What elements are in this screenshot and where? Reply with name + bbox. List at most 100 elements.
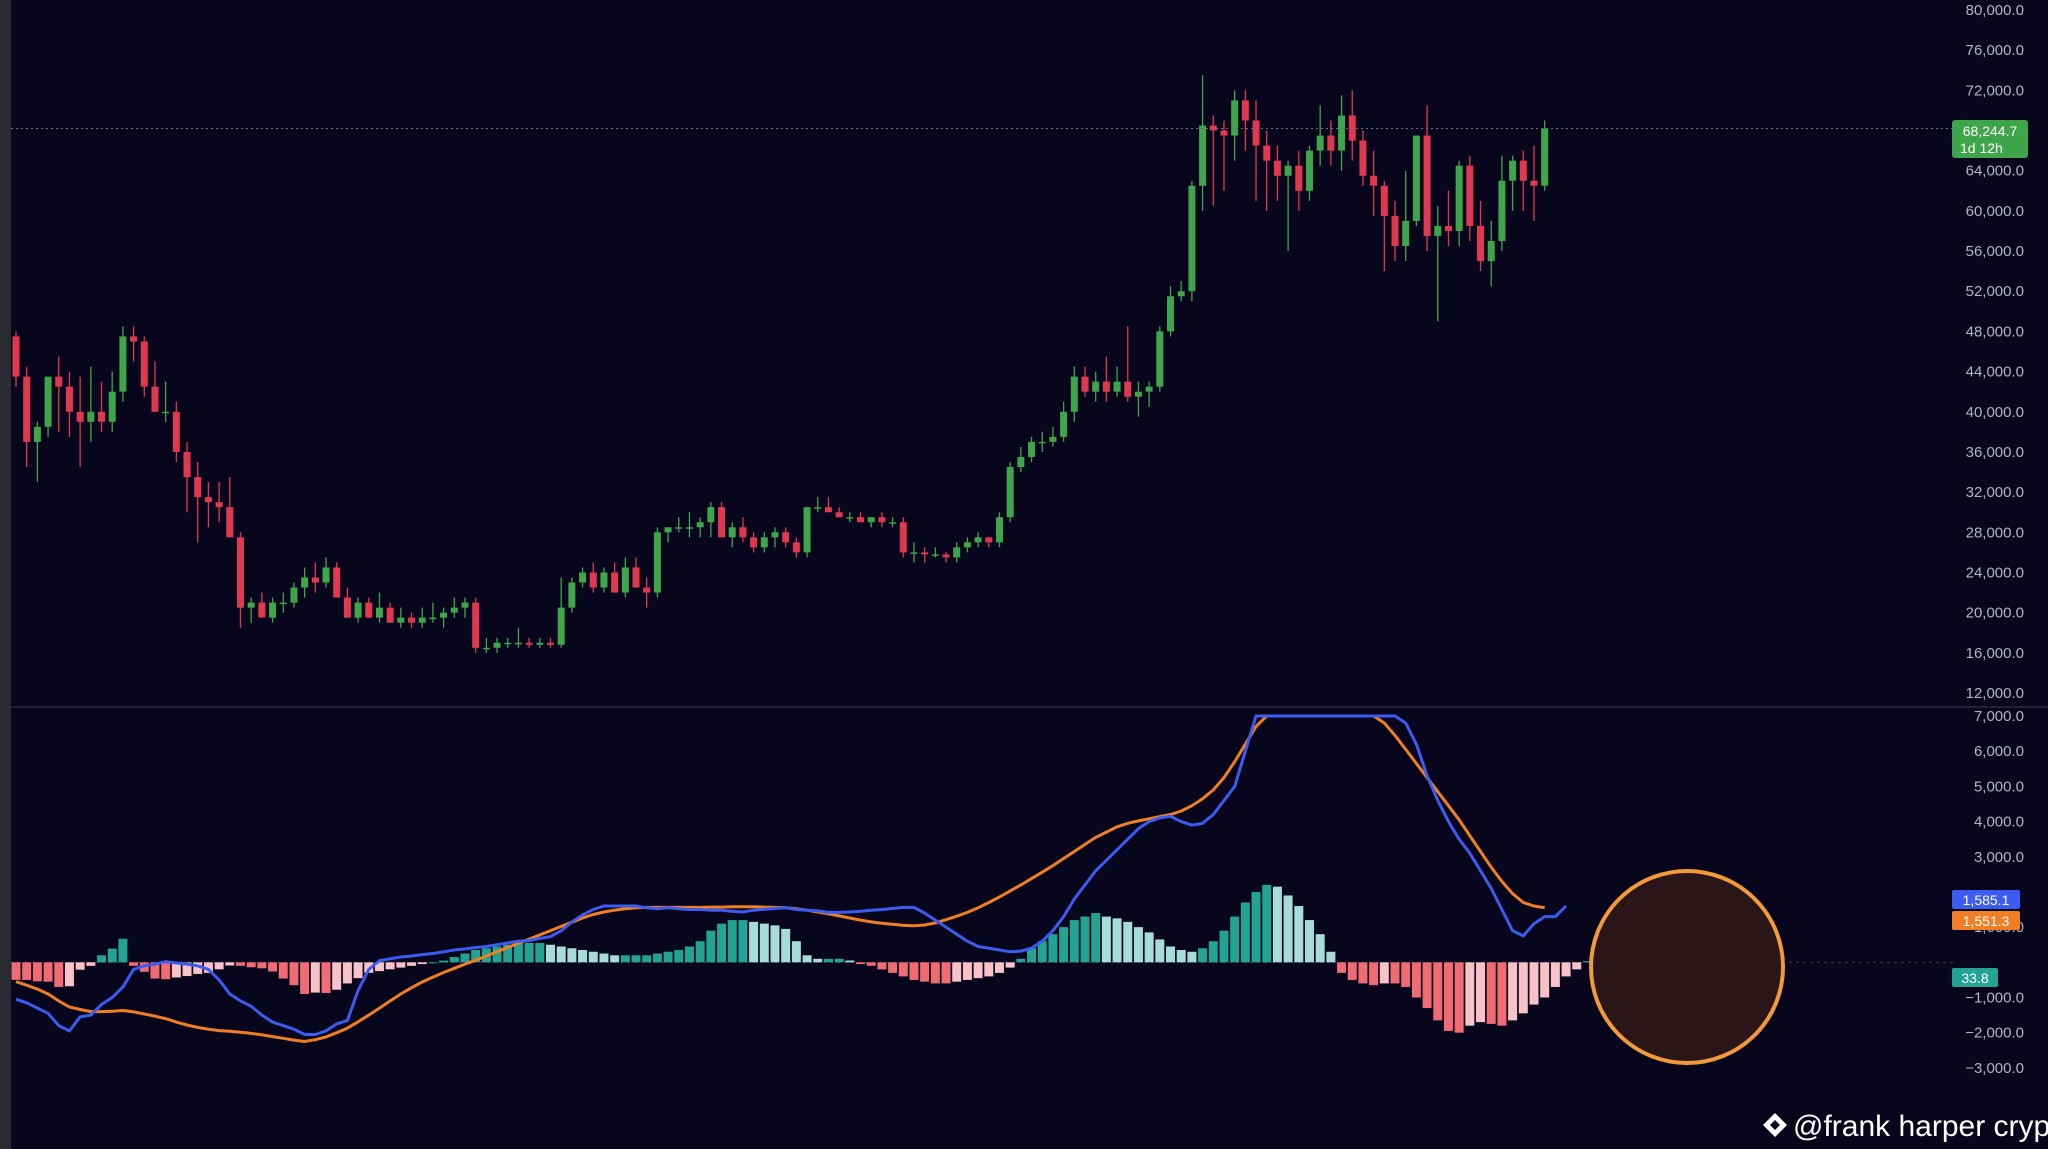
histogram-bar [428, 962, 438, 964]
histogram-bar [567, 948, 577, 963]
price-tick-label: 20,000.0 [1966, 605, 2024, 622]
candle-body [429, 617, 437, 620]
candle-body [739, 527, 747, 538]
candle-body [1134, 391, 1142, 397]
histogram-bar [909, 962, 919, 980]
histogram-bar [973, 962, 983, 979]
histogram-bar [1518, 962, 1528, 1014]
candle-body [1017, 456, 1025, 468]
macd-tick-label: 6,000.0 [1974, 743, 2024, 760]
histogram-bar [695, 941, 705, 963]
candle-body [824, 507, 832, 513]
candle-body [611, 572, 619, 593]
candle-body [568, 582, 576, 608]
candle-body [482, 647, 490, 650]
histogram-bar [492, 946, 502, 963]
histogram-bar [1133, 927, 1143, 963]
candle-body [1316, 135, 1324, 151]
candle-body [536, 642, 544, 645]
candle-body [1049, 436, 1057, 442]
candle-body [771, 532, 779, 538]
histogram-bar [1059, 927, 1069, 963]
histogram-bar [1390, 962, 1400, 984]
histogram-bar [1379, 962, 1389, 984]
histogram-bar [984, 962, 994, 977]
histogram-bar [663, 951, 673, 963]
candle-body [1028, 441, 1036, 457]
candle-body [579, 572, 587, 583]
histogram-bar [1208, 941, 1218, 963]
histogram-bar [727, 920, 737, 963]
candle-body [1423, 135, 1431, 236]
histogram-bar [717, 923, 727, 963]
histogram-bar [64, 962, 74, 987]
histogram-bar [920, 962, 930, 982]
candle-body [547, 642, 554, 645]
histogram-bar [1123, 921, 1133, 963]
candle-body [1434, 225, 1442, 236]
candle-body [1273, 160, 1281, 176]
candle-body [931, 554, 939, 556]
histogram-bar [610, 955, 620, 963]
candle-body [55, 376, 63, 387]
candle-body [1006, 467, 1014, 518]
histogram-bar [235, 962, 245, 966]
candle-body [1177, 291, 1185, 297]
candle-body [269, 602, 277, 618]
candle-body [1477, 225, 1485, 262]
candle-body [525, 642, 533, 645]
price-tick-label: 24,000.0 [1966, 564, 2024, 581]
candle-body [675, 527, 683, 529]
macd-histogram [11, 884, 1592, 1033]
histogram-bar [642, 955, 652, 963]
histogram-bar [129, 962, 139, 966]
macd-line [15, 714, 1568, 1036]
histogram-bar [535, 942, 545, 963]
histogram-bar [503, 944, 513, 963]
histogram-bar [396, 962, 406, 968]
candle-body [889, 522, 897, 524]
candle-body [1145, 386, 1153, 392]
histogram-bar [407, 962, 417, 966]
macd-pane[interactable] [11, 714, 1955, 1065]
candle-body [162, 411, 170, 414]
histogram-bar [246, 962, 256, 968]
histogram-bar [1422, 962, 1432, 1009]
candle-body [792, 542, 800, 553]
price-tick-label: 48,000.0 [1966, 323, 2024, 340]
histogram-bar [962, 962, 972, 980]
candle-body [290, 587, 298, 603]
candle-body [1220, 130, 1228, 136]
candle-body [1391, 215, 1399, 247]
macd-tick-label: −2,000.0 [1965, 1025, 2024, 1042]
histogram-bar [1112, 918, 1122, 963]
histogram-bar [203, 962, 213, 973]
histogram-bar [75, 962, 85, 970]
histogram-bar [54, 962, 64, 987]
histogram-bar [374, 962, 384, 972]
histogram-value-badge: 33.8 [1952, 968, 1998, 987]
candle-body [696, 522, 704, 528]
histogram-bar [1144, 932, 1154, 963]
candle-body [1231, 100, 1239, 136]
histogram-bar [759, 923, 769, 963]
candle-body [878, 517, 886, 523]
candle-body [1380, 185, 1388, 216]
macd-badge-value: 1,585.1 [1963, 892, 2010, 908]
candle-body [632, 567, 640, 588]
price-pane[interactable] [11, 75, 1955, 653]
histogram-bar [1080, 916, 1090, 963]
candle-body [910, 552, 918, 554]
price-badge-value: 68,244.7 [1963, 123, 2018, 139]
macd-tick-label: 7,000.0 [1974, 708, 2024, 725]
watermark-text: @frank harper crypto [1793, 1110, 2048, 1143]
histogram-bar [834, 958, 844, 963]
histogram-bar [1294, 906, 1304, 963]
histogram-bar [674, 950, 684, 963]
candle-body [130, 336, 138, 342]
histogram-bar [930, 962, 940, 984]
candle-body [1284, 165, 1292, 176]
candle-body [760, 537, 768, 548]
candle-body [226, 507, 234, 538]
